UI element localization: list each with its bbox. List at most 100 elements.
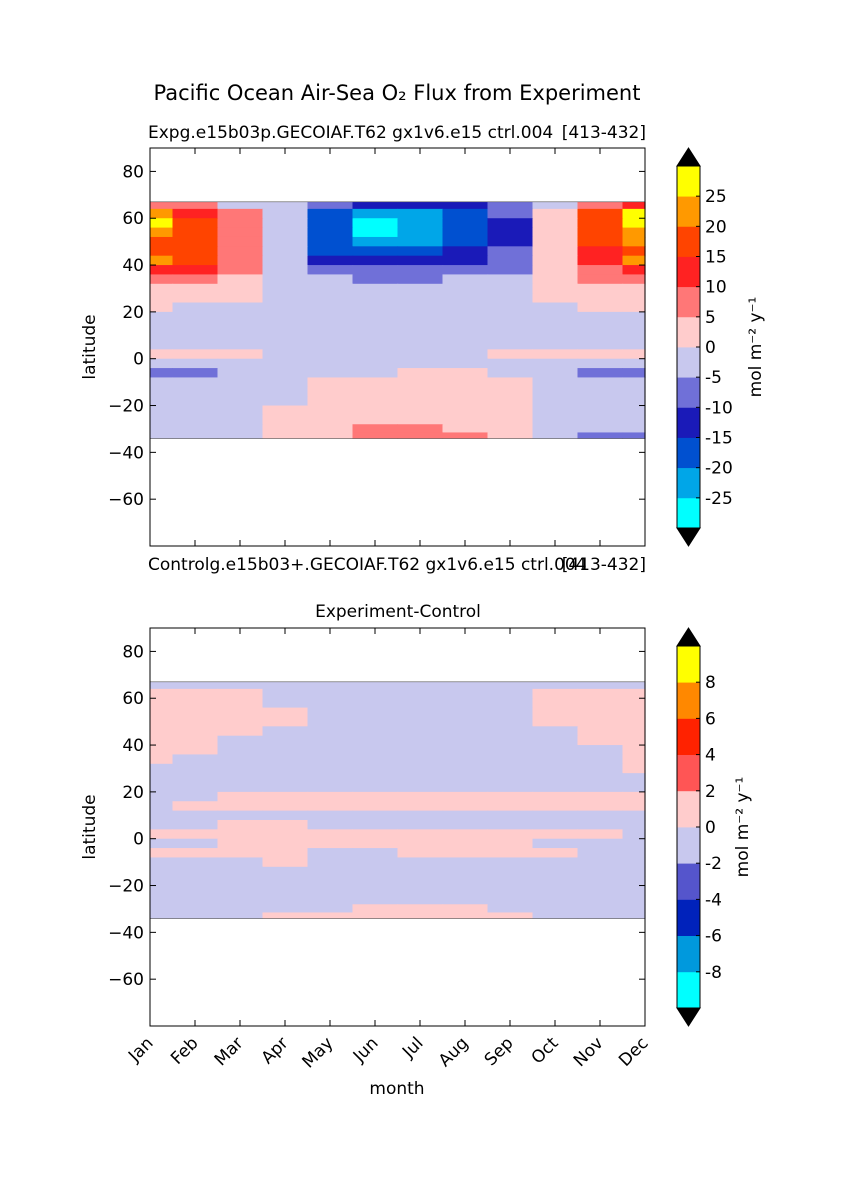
heatmap-cell [172,396,219,407]
heatmap-cell [442,302,489,313]
heatmap-cell [172,773,219,784]
colorbar-segment [677,971,700,1009]
heatmap-cell [172,227,219,238]
heatmap-cell [217,782,264,793]
heatmap-cell [397,735,444,746]
heatmap-cell [577,716,624,727]
heatmap-cell [150,227,174,238]
heatmap-cell [172,283,219,294]
heatmap-cell [622,716,646,727]
heatmap-cell [307,763,354,774]
heatmap-cell [352,218,399,229]
heatmap-cell [532,716,579,727]
heatmap-cell [172,368,219,379]
heatmap-cell [397,876,444,887]
heatmap-cell [487,414,534,425]
heatmap-cell [217,707,264,718]
heatmap-cell [262,735,309,746]
heatmap-cell [217,763,264,774]
heatmap-cell [307,912,354,919]
heatmap-cell [397,208,444,219]
heatmap-cell [217,311,264,322]
colorbar-segment [677,437,700,469]
heatmap-cell [532,227,579,238]
heatmap-cell [397,302,444,313]
colorbar-segment [677,863,700,900]
heatmap-cell [352,912,399,919]
heatmap-cell [442,265,489,276]
heatmap-cell [217,265,264,276]
heatmap-cell [397,201,444,210]
heatmap-cell [397,894,444,905]
heatmap-cell [397,726,444,737]
heatmap-cell [150,302,174,313]
heatmap-cell [150,293,174,304]
heatmap-cell [307,274,354,285]
heatmap-cell [217,432,264,439]
heatmap-cell [217,330,264,341]
heatmap-cell [532,396,579,407]
heatmap-cell [442,227,489,238]
heatmap-cell [352,857,399,868]
heatmap-cell [577,311,624,322]
heatmap-cell [442,208,489,219]
heatmap-cell [172,386,219,397]
experiment-axes-frame [149,147,646,547]
heatmap-cell [532,791,579,802]
heatmap-cell [577,745,624,756]
heatmap-cell [172,681,219,690]
heatmap-cell [352,396,399,407]
heatmap-cell [217,698,264,709]
heatmap-cell [172,265,219,276]
heatmap-cell [262,838,309,849]
heatmap-cell [262,763,309,774]
heatmap-cell [307,773,354,784]
heatmap-cell [532,330,579,341]
heatmap-cell [622,330,646,341]
y-tick-label: 40 [122,736,144,756]
heatmap-cell [217,227,264,238]
heatmap-cell [262,707,309,718]
colorbar-segment [677,827,700,864]
heatmap-cell [577,293,624,304]
heatmap-cell [397,368,444,379]
heatmap-cell [150,405,174,416]
heatmap-cell [577,726,624,737]
heatmap-cell [442,773,489,784]
heatmap-cell [442,801,489,812]
heatmap-cell [577,321,624,332]
heatmap-cell [352,681,399,690]
control-title-mid: g.e15b03+.GECOIAF.T62 gx1v6.e15 ctrl.004 [209,555,586,575]
y-tick-label: −20 [108,397,144,417]
heatmap-cell [487,782,534,793]
heatmap-cell [307,810,354,821]
heatmap-cell [532,311,579,322]
heatmap-cell [532,810,579,821]
heatmap-cell [577,396,624,407]
heatmap-cell [532,819,579,830]
control-title-right: [413-432] [562,555,646,575]
heatmap-cell [577,791,624,802]
heatmap-cell [532,414,579,425]
heatmap-cell [172,810,219,821]
heatmap-cell [532,246,579,257]
heatmap-cell [487,735,534,746]
heatmap-cell [397,745,444,756]
heatmap-cell [217,810,264,821]
heatmap-cell [307,726,354,737]
heatmap-cell [577,735,624,746]
heatmap-cell [442,386,489,397]
heatmap-cell [217,681,264,690]
experiment-y-label: latitude [80,314,100,379]
heatmap-cell [172,763,219,774]
heatmap-cell [307,368,354,379]
heatmap-cell [217,349,264,360]
heatmap-cell [622,848,646,859]
heatmap-cell [352,414,399,425]
heatmap-cell [352,866,399,877]
heatmap-cell [397,274,444,285]
heatmap-cell [532,688,579,699]
colorbar-segment [677,646,700,683]
heatmap-cell [532,339,579,350]
heatmap-cell [150,377,174,388]
